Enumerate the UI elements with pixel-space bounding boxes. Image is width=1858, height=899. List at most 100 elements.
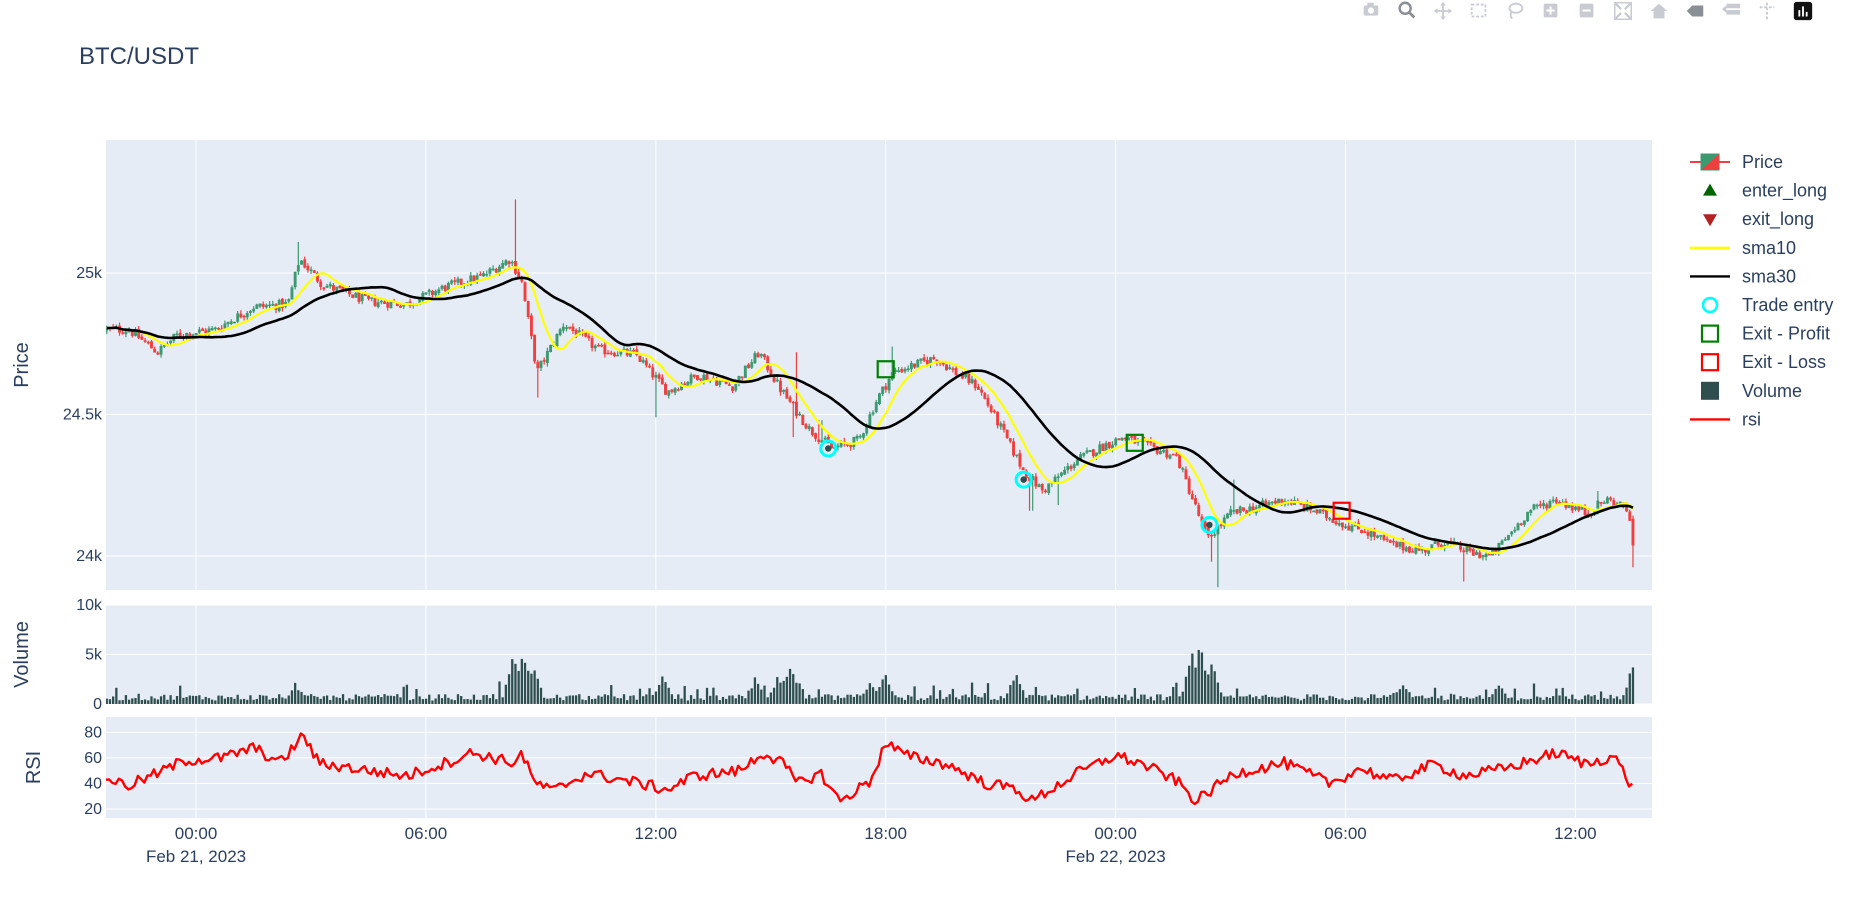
volume-bar bbox=[1488, 697, 1491, 704]
volume-bar bbox=[1021, 690, 1025, 704]
candle-body bbox=[654, 375, 658, 378]
candle-body bbox=[657, 374, 661, 379]
candle-body bbox=[1433, 541, 1437, 544]
volume-bar bbox=[1433, 687, 1437, 704]
volume-bar bbox=[527, 670, 530, 704]
candle-body bbox=[983, 393, 987, 399]
volume-bar bbox=[1453, 694, 1456, 704]
volume-bar bbox=[1583, 695, 1587, 704]
volume-bar bbox=[581, 699, 584, 704]
candle-body bbox=[689, 374, 693, 384]
volume-bar bbox=[1615, 696, 1619, 704]
x-tick-date-label: Feb 21, 2023 bbox=[146, 847, 246, 866]
candle-body bbox=[1404, 547, 1408, 552]
candle-body bbox=[421, 292, 425, 301]
volume-bar bbox=[530, 673, 533, 704]
volume-bar bbox=[1516, 700, 1520, 704]
candle-body bbox=[900, 369, 904, 373]
volume-bar bbox=[354, 694, 357, 704]
candle-body bbox=[612, 353, 616, 357]
volume-bar bbox=[750, 688, 753, 704]
volume-bar bbox=[635, 699, 638, 704]
volume-bar bbox=[491, 694, 495, 704]
candle-body bbox=[1015, 454, 1019, 457]
volume-bar bbox=[1577, 700, 1580, 704]
volume-bar bbox=[412, 699, 415, 704]
volume-bar bbox=[485, 694, 488, 704]
volume-bar bbox=[1025, 697, 1028, 704]
volume-bar bbox=[603, 694, 607, 704]
hover-closest-icon[interactable] bbox=[1680, 0, 1710, 22]
hover-compare-icon[interactable] bbox=[1716, 0, 1746, 22]
candle-body bbox=[255, 304, 259, 309]
candle-body bbox=[1181, 468, 1185, 470]
candle-body bbox=[399, 305, 402, 308]
candle-body bbox=[143, 340, 147, 342]
volume-bar bbox=[606, 695, 610, 704]
volume-bar bbox=[1296, 698, 1299, 704]
zoom-icon[interactable] bbox=[1392, 0, 1422, 22]
volume-bar bbox=[702, 699, 705, 704]
autoscale-icon[interactable] bbox=[1608, 0, 1638, 22]
candle-body bbox=[1478, 552, 1482, 559]
candle-body bbox=[1347, 525, 1351, 531]
spike-lines-icon[interactable] bbox=[1752, 0, 1782, 22]
volume-bar bbox=[1251, 697, 1255, 704]
candle-body bbox=[1232, 510, 1236, 512]
legend-item-enter_long: enter_long bbox=[1703, 181, 1827, 202]
zoom-out-icon[interactable] bbox=[1572, 0, 1602, 22]
volume-bar bbox=[610, 685, 613, 704]
volume-bar bbox=[1197, 649, 1200, 704]
volume-bar bbox=[964, 694, 967, 704]
volume-bar bbox=[626, 700, 629, 704]
candle-body bbox=[504, 260, 508, 265]
volume-bar bbox=[954, 697, 958, 704]
volume-bar bbox=[776, 677, 779, 704]
candle-body bbox=[1484, 553, 1488, 558]
candle-body bbox=[1538, 504, 1542, 506]
reset-axes-icon[interactable] bbox=[1644, 0, 1674, 22]
volume-bar bbox=[1092, 698, 1095, 704]
candle-body bbox=[1376, 535, 1379, 538]
volume-bar bbox=[1529, 698, 1532, 704]
volume-bar bbox=[1440, 695, 1443, 704]
candle-body bbox=[549, 344, 553, 353]
candle-body bbox=[153, 348, 157, 353]
volume-bar bbox=[1382, 695, 1386, 704]
candle-body bbox=[478, 274, 482, 276]
volume-bar bbox=[447, 697, 450, 704]
candle-body bbox=[1107, 441, 1111, 448]
plotly-logo-icon[interactable] bbox=[1788, 0, 1818, 22]
pan-icon[interactable] bbox=[1428, 0, 1458, 22]
volume-bar bbox=[903, 699, 907, 704]
volume-bar bbox=[891, 691, 894, 704]
lasso-icon[interactable] bbox=[1500, 0, 1530, 22]
trade-markers bbox=[819, 360, 1351, 534]
price-tick-label: 24k bbox=[76, 548, 103, 565]
candle-body bbox=[759, 353, 763, 357]
volume-bar bbox=[709, 695, 712, 704]
candle-body bbox=[603, 344, 607, 355]
volume-bar bbox=[1018, 684, 1022, 704]
volume-bar bbox=[693, 698, 696, 704]
candle-body bbox=[1379, 535, 1383, 537]
zoom-in-icon[interactable] bbox=[1536, 0, 1566, 22]
volume-bar bbox=[179, 685, 182, 704]
candle-body bbox=[1315, 509, 1319, 514]
camera-icon[interactable] bbox=[1356, 0, 1386, 22]
box-select-icon[interactable] bbox=[1464, 0, 1494, 22]
candle-body bbox=[370, 297, 374, 299]
volume-bar bbox=[1255, 696, 1258, 704]
volume-bar bbox=[1127, 700, 1130, 704]
volume-bar bbox=[555, 694, 559, 704]
volume-bar bbox=[559, 697, 562, 704]
volume-bar bbox=[1165, 697, 1168, 704]
candle-body bbox=[517, 272, 521, 278]
candle-body bbox=[1168, 455, 1172, 459]
volume-bar bbox=[712, 687, 715, 704]
candle-body bbox=[159, 346, 163, 355]
volume-bar bbox=[185, 697, 188, 704]
volume-bar bbox=[862, 693, 865, 704]
legend-entry-circle bbox=[1701, 296, 1719, 314]
volume-bar bbox=[1599, 691, 1603, 704]
